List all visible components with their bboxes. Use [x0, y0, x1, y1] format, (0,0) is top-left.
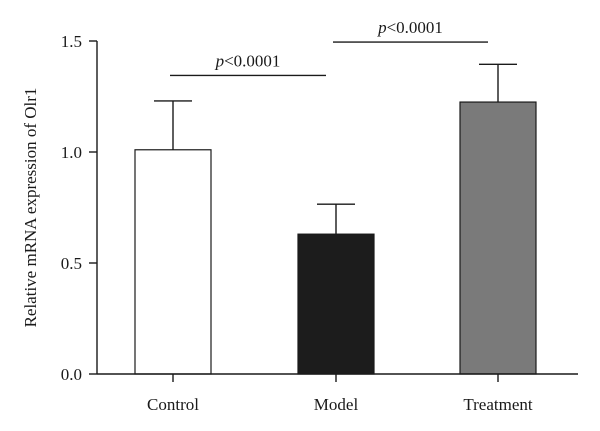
y-tick-label: 1.5: [61, 32, 82, 51]
significance-threshold: <0.0001: [387, 18, 443, 37]
significance-p: p: [215, 51, 225, 70]
significance-p: p: [377, 18, 387, 37]
significance-label: p<0.0001: [215, 51, 281, 70]
error-bars: [154, 63, 517, 235]
x-tick-label: Control: [147, 395, 199, 414]
y-tick-label: 0.0: [61, 365, 82, 384]
y-axis-title: Relative mRNA expression of Olr1: [21, 88, 40, 328]
significance-threshold: <0.0001: [224, 51, 280, 70]
bar-model: [297, 233, 375, 375]
y-axis: 0.0 0.5 1.0 1.5: [61, 32, 98, 384]
bar-control: [134, 149, 212, 375]
x-axis: Control Model Treatment: [97, 373, 578, 414]
x-tick-label: Model: [314, 395, 359, 414]
x-tick-label: Treatment: [463, 395, 533, 414]
bar-treatment: [459, 101, 537, 375]
y-tick-label: 0.5: [61, 254, 82, 273]
bars: [134, 101, 537, 375]
significance-label: p<0.0001: [377, 18, 443, 37]
y-tick-label: 1.0: [61, 143, 82, 162]
